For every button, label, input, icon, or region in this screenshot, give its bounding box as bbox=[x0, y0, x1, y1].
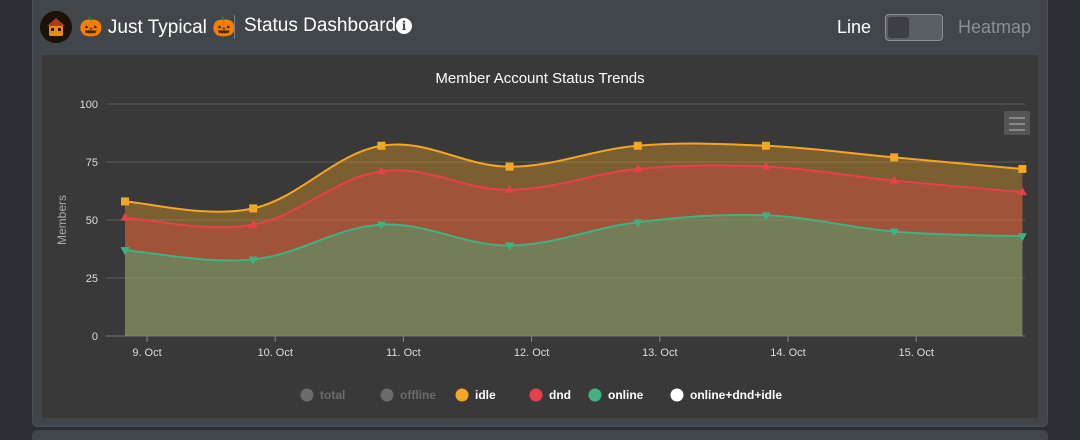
legend-marker bbox=[588, 388, 602, 402]
marker-idle[interactable] bbox=[890, 153, 899, 162]
y-tick-label: 75 bbox=[86, 157, 98, 169]
legend-label: total bbox=[320, 388, 345, 402]
marker-dnd[interactable] bbox=[505, 184, 515, 193]
marker-idle[interactable] bbox=[1018, 164, 1027, 173]
info-icon[interactable]: i bbox=[396, 18, 412, 34]
chart-type-toggle[interactable] bbox=[885, 14, 943, 41]
x-tick-label: 15. Oct bbox=[898, 347, 933, 359]
area-online bbox=[125, 214, 1023, 336]
x-tick-label: 13. Oct bbox=[642, 347, 677, 359]
legend-label: online+dnd+idle bbox=[690, 388, 782, 402]
marker-online[interactable] bbox=[889, 228, 899, 237]
marker-online[interactable] bbox=[1017, 233, 1027, 242]
toggle-knob[interactable] bbox=[888, 17, 909, 38]
y-axis-label: Members bbox=[55, 195, 69, 245]
line-dnd bbox=[124, 164, 1023, 229]
legend-label: offline bbox=[400, 388, 436, 402]
x-tick-label: 10. Oct bbox=[257, 347, 292, 359]
legend-label: idle bbox=[475, 388, 496, 402]
marker-dnd[interactable] bbox=[889, 175, 899, 184]
legend-marker bbox=[380, 388, 394, 402]
marker-idle[interactable] bbox=[121, 197, 129, 206]
marker-online[interactable] bbox=[248, 256, 258, 265]
header-divider bbox=[234, 15, 235, 39]
next-panel-edge bbox=[32, 430, 1048, 440]
x-tick-label: 12. Oct bbox=[514, 347, 549, 359]
marker-idle[interactable] bbox=[762, 141, 770, 150]
marker-online[interactable] bbox=[633, 219, 643, 228]
chart-title: Member Account Status Trends bbox=[435, 70, 644, 87]
marker-dnd[interactable] bbox=[120, 212, 130, 221]
y-tick-label: 25 bbox=[86, 273, 98, 285]
menu-icon bbox=[1009, 123, 1025, 125]
marker-dnd[interactable] bbox=[633, 163, 643, 172]
marker-online[interactable] bbox=[120, 247, 130, 256]
legend-label: dnd bbox=[549, 388, 571, 402]
line-idle bbox=[124, 142, 1023, 213]
x-tick-label: 11. Oct bbox=[386, 347, 421, 359]
legend-item-total[interactable]: total bbox=[300, 388, 346, 402]
marker-dnd[interactable] bbox=[376, 166, 386, 175]
dashboard-panel: 🎃 Just Typical 🎃 Status Dashboard i Line… bbox=[32, 0, 1048, 427]
legend-item-online-dnd-idle[interactable]: online+dnd+idle bbox=[670, 388, 783, 402]
server-avatar bbox=[40, 11, 72, 43]
toggle-label-line: Line bbox=[837, 17, 872, 37]
marker-online[interactable] bbox=[761, 212, 771, 221]
legend-marker bbox=[455, 388, 469, 402]
marker-online[interactable] bbox=[376, 221, 386, 230]
marker-online[interactable] bbox=[505, 242, 515, 251]
legend-marker bbox=[300, 388, 314, 402]
chart-container: Member Account Status Trends 0 25 50 75 100 Me… bbox=[42, 55, 1038, 418]
legend-item-dnd[interactable]: dnd bbox=[529, 388, 572, 402]
marker-idle[interactable] bbox=[505, 162, 514, 171]
page-title: Status Dashboard bbox=[244, 15, 397, 36]
marker-dnd[interactable] bbox=[248, 219, 258, 228]
marker-idle[interactable] bbox=[633, 141, 642, 150]
server-name: 🎃 Just Typical 🎃 bbox=[79, 17, 236, 38]
marker-idle[interactable] bbox=[249, 204, 258, 213]
area-idle bbox=[125, 143, 1023, 336]
status-trend-chart: Member Account Status Trends 0 25 50 75 100 Me… bbox=[55, 70, 1030, 402]
menu-icon bbox=[1009, 117, 1025, 119]
marker-dnd[interactable] bbox=[761, 161, 771, 170]
line-online bbox=[124, 213, 1023, 262]
marker-idle[interactable] bbox=[377, 141, 386, 150]
area-dnd bbox=[125, 165, 1023, 336]
toggle-label-heatmap: Heatmap bbox=[958, 17, 1032, 37]
legend-marker bbox=[529, 388, 543, 402]
legend-item-offline[interactable]: offline bbox=[380, 388, 437, 402]
y-tick-label: 0 bbox=[92, 331, 98, 343]
legend-item-online[interactable]: online bbox=[588, 388, 644, 402]
menu-icon bbox=[1009, 129, 1025, 131]
x-tick-label: 9. Oct bbox=[132, 347, 161, 359]
legend-item-idle[interactable]: idle bbox=[455, 388, 496, 402]
legend-label: online bbox=[608, 388, 644, 402]
legend-marker bbox=[670, 388, 684, 402]
marker-dnd[interactable] bbox=[1017, 187, 1027, 196]
chart-menu-button[interactable] bbox=[1004, 111, 1030, 135]
x-tick-label: 14. Oct bbox=[770, 347, 805, 359]
y-tick-label: 100 bbox=[80, 99, 98, 111]
y-tick-label: 50 bbox=[86, 215, 98, 227]
panel-header: 🎃 Just Typical 🎃 Status Dashboard i Line… bbox=[33, 0, 1047, 54]
